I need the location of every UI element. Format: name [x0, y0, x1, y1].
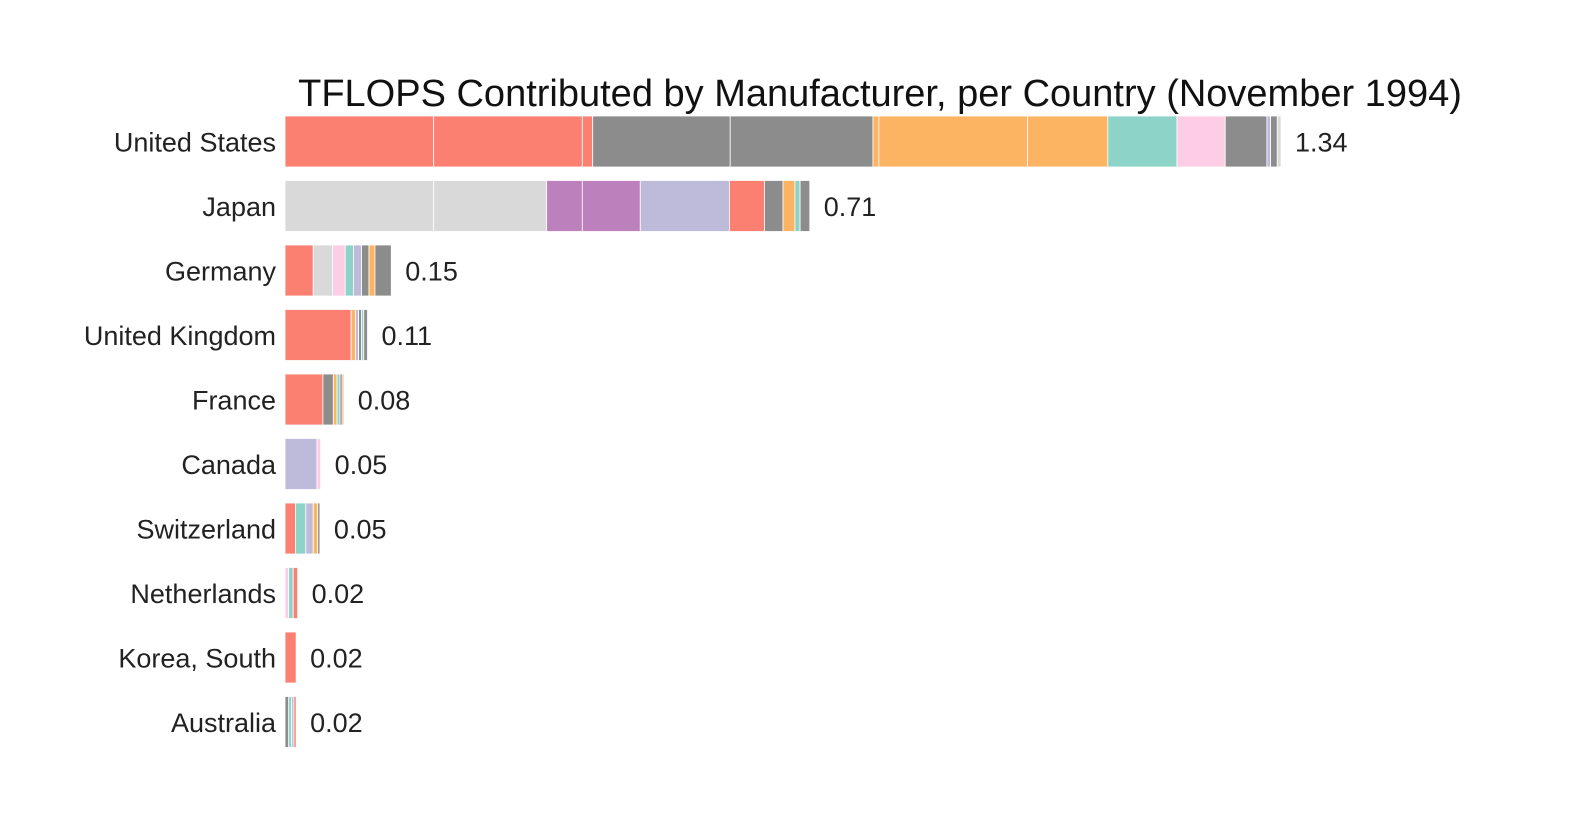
bar-segment-japan-4 [581, 180, 641, 232]
bar-segment-united-states-10 [1176, 115, 1226, 168]
total-label-united-kingdom: 0.11 [382, 321, 433, 351]
bar-segment-korea-south-1 [284, 631, 297, 684]
bar-segment-japan-8 [782, 180, 796, 232]
bar-segment-canada-2 [316, 438, 322, 490]
category-label-france: France [192, 386, 276, 416]
total-label-united-states: 1.34 [1295, 128, 1348, 158]
bar-segment-france-2 [322, 373, 334, 426]
category-label-canada: Canada [181, 450, 277, 480]
chart-title: TFLOPS Contributed by Manufacturer, per … [298, 73, 1462, 115]
bar-segment-netherlands-3 [292, 567, 299, 619]
bar-segment-netherlands-1 [284, 567, 290, 619]
bar-segment-united-states-12 [1266, 115, 1272, 168]
bar-segment-united-kingdom-6 [363, 309, 368, 361]
bar-segment-united-states-5 [729, 115, 874, 168]
bar-segment-japan-2 [433, 180, 548, 232]
total-label-japan: 0.71 [824, 192, 877, 222]
bar-segment-germany-4 [344, 244, 354, 297]
bar-segment-australia-1 [284, 696, 290, 748]
category-label-switzerland: Switzerland [136, 515, 276, 545]
bar-segment-germany-8 [374, 244, 392, 297]
bar-segment-france-1 [284, 373, 324, 426]
bar-segment-united-kingdom-4 [358, 309, 362, 361]
bar-segment-japan-7 [764, 180, 784, 232]
bar-segment-japan-3 [546, 180, 583, 232]
bar-segment-united-states-2 [433, 115, 583, 168]
total-label-korea-south: 0.02 [310, 644, 363, 674]
total-label-switzerland: 0.05 [334, 515, 387, 545]
bar-segment-japan-5 [639, 180, 730, 232]
category-label-korea-south: Korea, South [118, 644, 276, 674]
bar-segment-united-states-8 [1027, 115, 1109, 168]
bar-segment-france-4 [336, 373, 341, 426]
bar-segment-japan-1 [284, 180, 435, 232]
category-label-germany: Germany [165, 257, 277, 287]
bar-segment-united-kingdom-2 [350, 309, 357, 361]
bar-segment-canada-1 [284, 438, 318, 490]
bar-segment-united-states-4 [592, 115, 731, 168]
category-label-australia: Australia [171, 708, 277, 738]
bar-segment-japan-10 [799, 180, 811, 232]
bar-segment-switzerland-5 [317, 502, 321, 555]
bar-segment-united-states-6 [872, 115, 880, 168]
bar-segment-united-kingdom-1 [284, 309, 352, 361]
category-label-united-states: United States [114, 128, 276, 158]
bar-segment-france-3 [332, 373, 338, 426]
bar-segment-united-states-9 [1107, 115, 1178, 168]
bar-segment-australia-4 [293, 696, 297, 748]
bar-segment-japan-9 [794, 180, 801, 232]
bar-segment-germany-5 [352, 244, 362, 297]
bar-segment-switzerland-1 [284, 502, 296, 555]
bar-segment-germany-7 [368, 244, 376, 297]
bar-segment-united-states-3 [581, 115, 594, 168]
bar-segment-united-states-1 [284, 115, 435, 168]
bar-segment-japan-6 [729, 180, 765, 232]
category-label-united-kingdom: United Kingdom [84, 321, 276, 351]
bar-segment-united-kingdom-3 [355, 309, 359, 361]
bar-segment-netherlands-2 [288, 567, 294, 619]
bar-segment-australia-2 [288, 696, 293, 748]
bar-segment-united-states-13 [1270, 115, 1278, 168]
bar-segment-germany-1 [284, 244, 314, 297]
bar-segment-switzerland-2 [295, 502, 307, 555]
bar-segment-united-states-11 [1224, 115, 1268, 168]
bar-segment-switzerland-4 [312, 502, 319, 555]
total-label-germany: 0.15 [405, 257, 458, 287]
bar-segment-united-states-7 [878, 115, 1028, 168]
category-label-japan: Japan [202, 192, 276, 222]
total-label-france: 0.08 [358, 386, 411, 416]
bars-group: United States 1.34 Japan 0.71 Germany 0.15 Uni… [84, 115, 1348, 748]
bar-segment-united-states-14 [1276, 115, 1282, 168]
bar-segment-france-6 [341, 373, 345, 426]
total-label-canada: 0.05 [335, 450, 388, 480]
category-label-netherlands: Netherlands [130, 579, 276, 609]
bar-segment-switzerland-3 [305, 502, 314, 555]
bar-segment-germany-6 [361, 244, 370, 297]
bar-segment-germany-2 [312, 244, 333, 297]
total-label-australia: 0.02 [310, 708, 363, 738]
total-label-netherlands: 0.02 [312, 579, 365, 609]
bar-segment-germany-3 [332, 244, 346, 297]
